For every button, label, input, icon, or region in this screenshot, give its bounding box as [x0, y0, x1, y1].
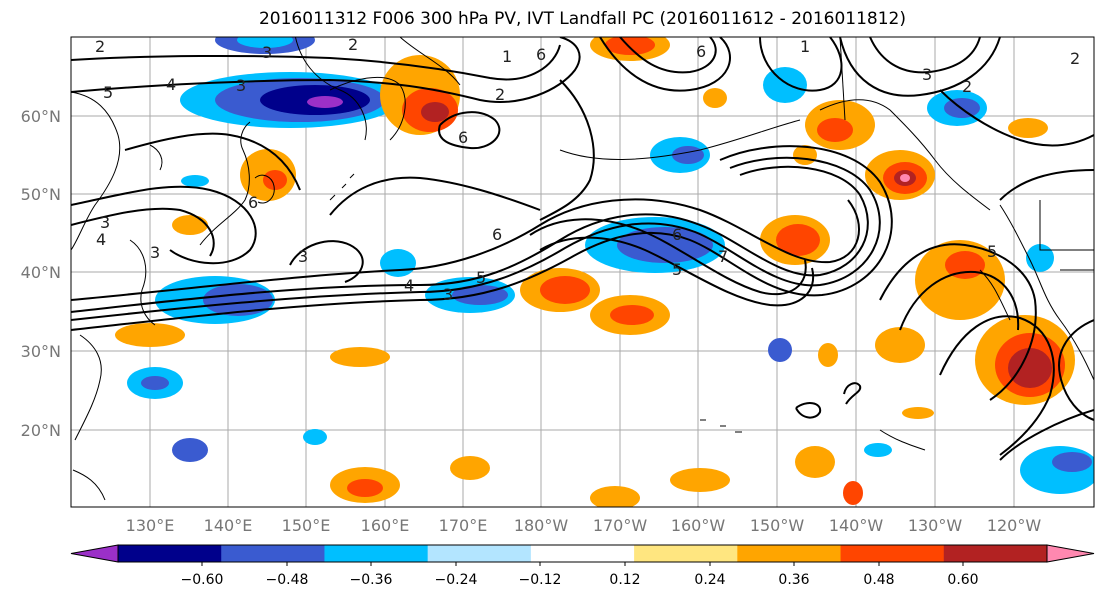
contour-label: 3: [298, 247, 308, 266]
colorbar-segment: [70, 544, 119, 563]
contour-label: 2: [495, 85, 505, 104]
contour-label: 7: [718, 247, 728, 266]
colorbar-segment: [530, 545, 635, 562]
colorbar-tick-labels: −0.60 −0.48 −0.36 −0.24 −0.12 0.12 0.24 …: [181, 572, 979, 588]
contour-label: 3: [262, 43, 272, 62]
colorbar-label: 0.36: [778, 572, 809, 588]
colorbar-label: −0.36: [350, 572, 393, 588]
contour-label: 5: [476, 268, 486, 287]
contour-label: 3: [100, 213, 110, 232]
colorbar-segment: [324, 545, 429, 562]
contour-label: 3: [236, 76, 246, 95]
contour-label: 6: [696, 42, 706, 61]
contour-label: 3: [150, 243, 160, 262]
contour-label: 1: [502, 47, 512, 66]
lon-label: 170°E: [439, 516, 488, 535]
contour-labels: 2 3 2 4 5 3 6 1 2 6 6 1 3 2 2 3 4 3 6 3 …: [95, 35, 1080, 304]
lat-label: 50°N: [21, 185, 61, 204]
lat-label: 20°N: [21, 421, 61, 440]
colorbar-segment: [118, 545, 222, 562]
contour-label: 6: [492, 225, 502, 244]
colorbar-label: −0.48: [266, 572, 309, 588]
lon-label: 130°E: [126, 516, 175, 535]
contour-lines: [71, 37, 1094, 461]
contour-label: 2: [348, 35, 358, 54]
lat-label: 60°N: [21, 107, 61, 126]
colorbar-ticks: [201, 562, 964, 566]
lon-label: 170°W: [593, 516, 648, 535]
colorbar-segment: [840, 545, 945, 562]
lon-label: 140°W: [829, 516, 884, 535]
latitude-labels: 60°N 50°N 40°N 30°N 20°N: [21, 107, 61, 440]
contour-label: 2: [962, 77, 972, 96]
colorbar-label: 0.12: [609, 572, 640, 588]
contour-label: 6: [672, 225, 682, 244]
lon-label: 140°E: [204, 516, 253, 535]
lon-label: 150°E: [282, 516, 331, 535]
contour-label: 5: [672, 260, 682, 279]
contour-label: 4: [404, 276, 414, 295]
contour-label: 5: [987, 242, 997, 261]
lon-label: 130°W: [908, 516, 963, 535]
lat-label: 30°N: [21, 342, 61, 361]
coastlines: [71, 37, 1094, 501]
contour-label: 5: [103, 83, 113, 102]
lon-label: 150°W: [750, 516, 805, 535]
contour-label: 2: [1070, 49, 1080, 68]
plot-frame: [70, 36, 1095, 508]
contour-label: 4: [96, 230, 106, 249]
map-title: 2016011312 F006 300 hPa PV, IVT Landfall…: [258, 9, 906, 29]
lon-label: 180°W: [514, 516, 569, 535]
contour-label: 6: [458, 128, 468, 147]
colorbar-label: −0.24: [435, 572, 478, 588]
positive-anomalies: [115, 37, 1075, 507]
lon-label: 160°E: [361, 516, 410, 535]
lon-label: 120°W: [987, 516, 1042, 535]
colorbar-segment: [737, 545, 842, 562]
contour-label: 1: [800, 37, 810, 56]
colorbar-label: −0.12: [519, 572, 562, 588]
colorbar-label: −0.60: [181, 572, 224, 588]
contour-label: 2: [95, 37, 105, 56]
colorbar-outline: [117, 544, 1048, 563]
colorbar-segment: [427, 545, 532, 562]
colorbar-segment: [634, 545, 738, 562]
longitude-labels: 130°E 140°E 150°E 160°E 170°E 180°W 170°…: [126, 516, 1042, 535]
contour-label: 3: [922, 65, 932, 84]
colorbar-segment: [221, 545, 325, 562]
lon-label: 160°W: [671, 516, 726, 535]
contour-label: 6: [248, 193, 258, 212]
colorbar-label: 0.48: [863, 572, 894, 588]
colorbar-segment: [943, 545, 1048, 562]
contour-label: 4: [166, 75, 176, 94]
lat-label: 40°N: [21, 263, 61, 282]
colorbar-label: 0.24: [694, 572, 725, 588]
colorbar: −0.60 −0.48 −0.36 −0.24 −0.12 0.12 0.24 …: [70, 544, 1095, 588]
colorbar-segments: [70, 544, 1095, 563]
contour-label: 3: [443, 285, 453, 304]
colorbar-label: 0.60: [947, 572, 978, 588]
colorbar-segment: [1046, 544, 1095, 563]
contour-label: 6: [536, 45, 546, 64]
